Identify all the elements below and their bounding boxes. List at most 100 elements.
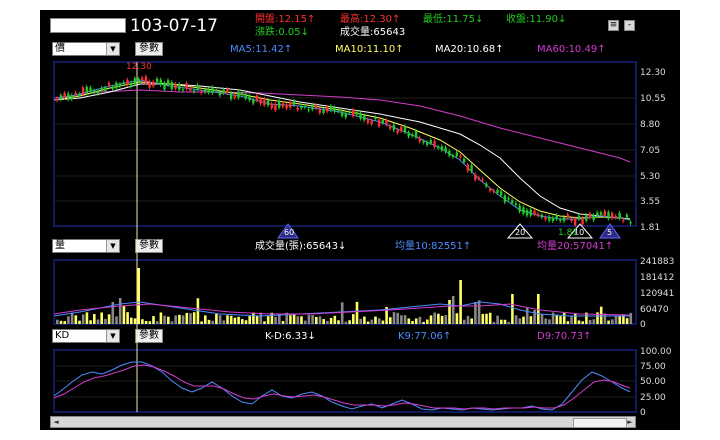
volume-bar [611, 319, 614, 324]
candle [185, 83, 188, 89]
volume-bar [126, 312, 129, 324]
minimize-button[interactable]: ≡ [608, 20, 619, 31]
volume-bar [74, 315, 78, 324]
volume-bar [570, 316, 573, 324]
candle [389, 126, 392, 129]
candle [540, 214, 544, 218]
candle [289, 102, 292, 108]
volume-bar [566, 321, 570, 324]
volume-bar [155, 321, 159, 324]
volume-bar [503, 319, 507, 324]
scroll-thumb[interactable] [573, 418, 627, 428]
volume-bar [607, 320, 610, 324]
volume-bar [211, 320, 214, 324]
volume-bar [522, 316, 525, 324]
volume-bar [174, 315, 177, 324]
price-tick: 1.81 [640, 223, 660, 233]
candle [215, 89, 218, 91]
horizontal-scrollbar[interactable]: ◄ ► [50, 416, 636, 428]
close-button[interactable]: - [624, 20, 635, 31]
volume-bar [625, 318, 629, 324]
indicator-select[interactable]: KD ▼ [52, 329, 120, 343]
volume-bar [363, 316, 366, 324]
candle [255, 95, 259, 101]
volume-bar [152, 316, 155, 324]
max-price-label: 12.30 [126, 62, 152, 72]
volume-bar [344, 321, 348, 324]
volume-bar [381, 320, 385, 324]
candle [148, 81, 151, 88]
volume-bar [418, 316, 422, 324]
candle [603, 211, 606, 216]
price-grid [54, 97, 636, 202]
volume-bar [463, 319, 466, 324]
volume-bar [244, 320, 248, 324]
candle [503, 195, 507, 203]
volume-type-select[interactable]: 量 ▼ [52, 239, 120, 253]
volume-bar [259, 312, 263, 324]
candle [437, 146, 440, 148]
ma20-line [53, 83, 631, 220]
candle [329, 106, 333, 110]
candle [426, 142, 429, 146]
candle [400, 126, 403, 132]
price-params-button[interactable]: 參數 [135, 42, 163, 56]
candle [56, 98, 59, 101]
volume-bar [56, 319, 59, 324]
price-panel-frame [53, 61, 637, 227]
volume-bar [159, 312, 163, 324]
scroll-right-icon[interactable]: ► [627, 418, 633, 426]
kd-params-button[interactable]: 參數 [135, 329, 163, 343]
candle [59, 95, 63, 100]
candle [492, 190, 495, 192]
volume-params-button[interactable]: 參數 [135, 239, 163, 253]
candle [455, 152, 458, 157]
candle [141, 77, 144, 80]
candle [466, 164, 470, 171]
candle [252, 99, 255, 104]
candle [440, 146, 444, 151]
volume-bar [167, 316, 170, 324]
min-price-label: 1.81 [558, 228, 578, 238]
candle [159, 79, 162, 85]
candle [192, 90, 196, 92]
volume-bar [148, 321, 152, 324]
price-type-select[interactable]: 價 ▼ [52, 42, 120, 56]
avg-volume20-line [53, 303, 631, 316]
ma20-marker-icon [506, 223, 534, 239]
candle [274, 104, 277, 111]
candle [207, 89, 211, 93]
volume-bar [352, 314, 355, 324]
volume-bar [596, 312, 599, 324]
volume-bar [455, 313, 459, 324]
candle [107, 82, 111, 86]
volume-bar [444, 315, 448, 324]
ma10-marker-icon [566, 223, 594, 239]
volume-bar [296, 316, 300, 324]
volume-bar [226, 315, 229, 324]
volume-bar [67, 316, 70, 324]
volume-bar [585, 312, 588, 324]
volume-bar [529, 316, 533, 324]
stock-code-input[interactable] [50, 18, 126, 33]
volume-bar [303, 320, 307, 324]
date-label: 103-07-17 [130, 16, 218, 36]
volume-bar [215, 313, 218, 324]
kd-diff-label: K-D:6.33↓ [265, 331, 316, 342]
candle [67, 93, 70, 100]
volume-tick: 60470 [640, 305, 669, 315]
volume-bar [200, 321, 203, 324]
candlestick-series [56, 74, 632, 228]
ma-markers: 60 20 10 5 1.81 [277, 223, 621, 239]
candle [422, 141, 425, 143]
candle [226, 89, 229, 93]
candle [418, 137, 421, 142]
candle [89, 87, 92, 92]
volume-bar [588, 319, 592, 324]
volume-bar [392, 312, 396, 324]
volume-bar [411, 320, 414, 324]
scroll-left-icon[interactable]: ◄ [53, 418, 59, 426]
candle [170, 82, 174, 90]
volume-bar [292, 314, 296, 324]
candle [577, 215, 581, 220]
